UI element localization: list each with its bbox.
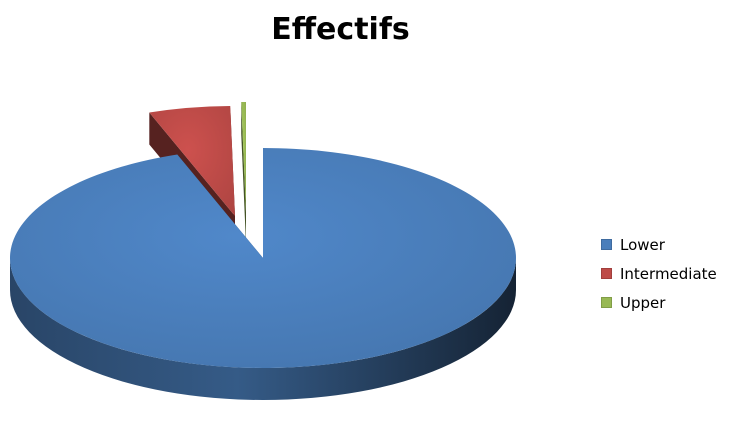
legend-label-lower: Lower	[620, 235, 665, 254]
legend-label-upper: Upper	[620, 293, 666, 312]
legend-item-lower: Lower	[601, 230, 717, 259]
legend-item-intermediate: Intermediate	[601, 259, 717, 288]
legend-item-upper: Upper	[601, 288, 717, 317]
pie-slice-top-intermediate	[149, 106, 235, 216]
pie-slice-top-upper	[241, 102, 246, 212]
pie-slice-upper	[241, 102, 246, 245]
pie-slice-side-lower	[10, 258, 516, 400]
pie-slice-face-upper	[241, 102, 246, 245]
legend-label-intermediate: Intermediate	[620, 264, 717, 283]
legend-swatch-lower	[601, 239, 612, 250]
legend-swatch-upper	[601, 297, 612, 308]
pie-slice-top-lower	[9, 148, 516, 368]
pie-slice-lower	[9, 148, 516, 400]
legend-swatch-intermediate	[601, 268, 612, 279]
chart-title: Effectifs	[271, 12, 410, 47]
legend: Lower Intermediate Upper	[601, 230, 717, 317]
